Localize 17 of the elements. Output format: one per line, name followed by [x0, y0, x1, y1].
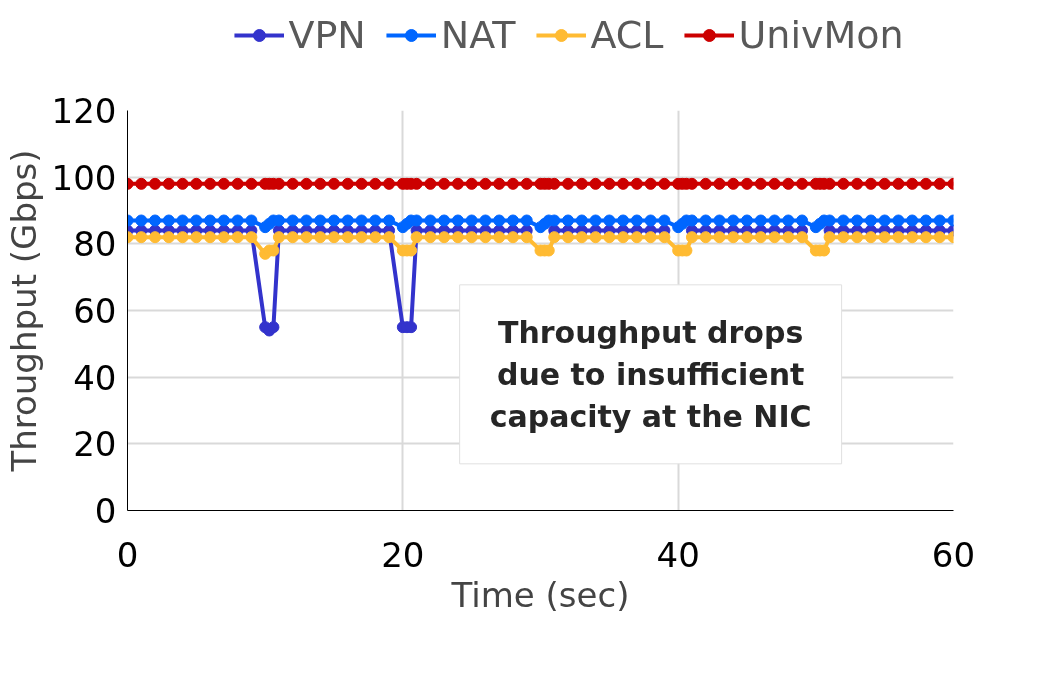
y-tick-label: 100 — [51, 157, 117, 198]
x-tick-label: 60 — [931, 534, 976, 575]
y-tick-label: 40 — [73, 357, 117, 398]
x-axis-title: Time (sec) — [450, 574, 630, 615]
legend-label: UnivMon — [738, 13, 904, 57]
legend-label: NAT — [440, 13, 516, 57]
y-tick-label: 20 — [73, 424, 117, 465]
y-tick-label: 0 — [94, 491, 117, 531]
legend-label: VPN — [288, 13, 366, 57]
annotation: Throughput drops due to insufficient capacity at the NIC — [489, 314, 812, 434]
y-tick-label: 60 — [73, 291, 117, 331]
y-axis-title: Throughput (Gbps) — [3, 149, 44, 473]
y-tick-label: 80 — [73, 224, 117, 265]
y-tick-label: 120 — [51, 91, 117, 131]
x-tick-label: 20 — [381, 534, 425, 575]
x-tick-label: 40 — [656, 534, 700, 575]
legend-label: ACL — [590, 13, 664, 57]
